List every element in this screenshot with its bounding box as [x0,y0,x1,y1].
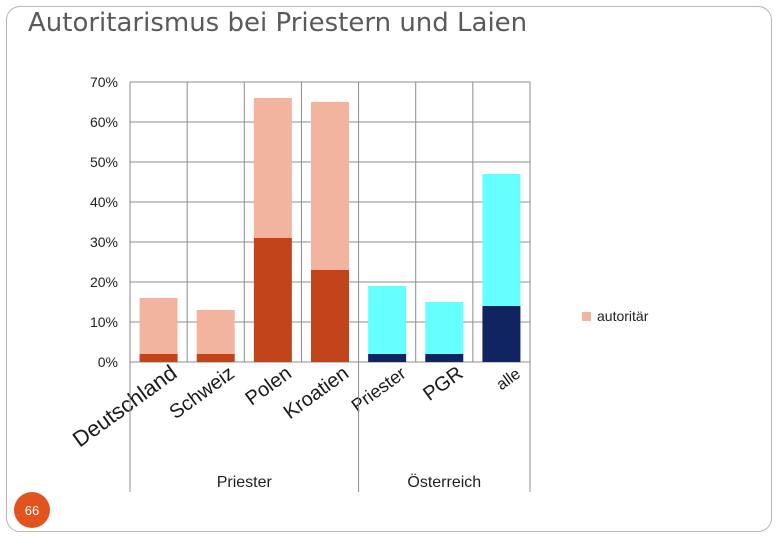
bar-total-polen [253,98,292,238]
bar-total-priester-at [368,286,407,354]
bar-autoritaer-schweiz [196,354,235,362]
x-category-label: PGR [419,362,467,405]
bar-autoritaer-kroatien [311,270,349,362]
y-tick-label: 60% [90,114,118,130]
x-category-label: Priester [348,363,410,416]
legend-swatch-autoritaer [582,311,591,321]
y-tick-label: 30% [90,234,118,250]
x-category-label: Kroatien [280,362,353,424]
y-tick-label: 0% [98,354,118,370]
bar-total-kroatien [311,102,349,270]
y-tick-label: 50% [90,154,118,170]
y-tick-label: 20% [90,274,118,290]
bar-total-pgr-at [425,302,464,354]
bar-autoritaer-deutschland [139,354,178,362]
y-tick-label: 70% [90,74,118,90]
x-category-label: Schweiz [165,362,238,424]
bar-total-deutschland [139,298,178,354]
group-label-oesterreich: Österreich [407,473,481,491]
chart-legend: autoritär [582,308,648,324]
bar-autoritaer-pgr-at [425,354,464,362]
bar-autoritaer-priester-at [368,354,407,362]
bar-autoritaer-polen [253,238,292,362]
legend-label-autoritaer: autoritär [597,308,649,324]
bar-total-schweiz [196,310,235,354]
bar-autoritaer-alle-at [482,306,521,362]
slide-frame [6,6,772,532]
bar-total-alle-at [482,174,521,306]
page-number-badge: 66 [14,492,50,528]
group-label-priester: Priester [217,474,273,491]
y-tick-label: 40% [90,194,118,210]
y-tick-label: 10% [90,314,118,330]
x-category-label: alle [494,365,524,393]
slide-title: Autoritarismus bei Priestern und Laien [28,8,528,38]
